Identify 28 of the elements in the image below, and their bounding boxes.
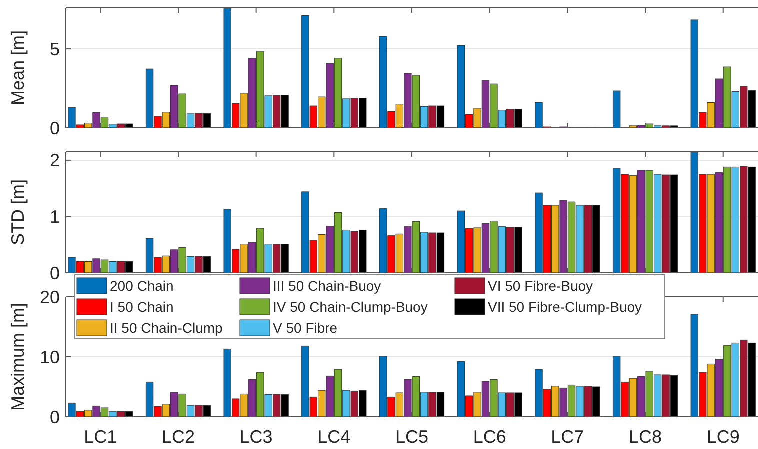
- y-tick-label: 2: [50, 150, 60, 171]
- x-tick-label: LC3: [240, 427, 273, 447]
- x-tick-label: LC6: [473, 427, 506, 447]
- x-tick-label: LC5: [395, 427, 429, 447]
- x-tick-label: LC1: [84, 427, 118, 447]
- x-tick-label: LC2: [162, 427, 195, 447]
- x-tick-label: LC4: [318, 427, 351, 447]
- y-axis-title: Maximum [m]: [8, 303, 28, 411]
- legend-label: V 50 Fibre: [273, 320, 338, 336]
- y-tick-label: 1: [50, 207, 60, 228]
- y-tick-label: 10: [40, 347, 60, 368]
- y-axis-title: STD [m]: [8, 180, 28, 246]
- y-axis-title: Mean [m]: [8, 30, 28, 106]
- x-tick-label: LC8: [629, 427, 662, 447]
- legend-label: VII 50 Fibre-Clump-Buoy: [488, 299, 642, 315]
- legend-label: IV 50 Chain-Clump-Buoy: [273, 299, 428, 315]
- x-tick-label: LC7: [551, 427, 584, 447]
- x-tick-label: LC9: [706, 427, 740, 447]
- y-tick-label: 20: [40, 287, 60, 308]
- legend-label: II 50 Chain-Clump: [110, 320, 224, 336]
- legend-label: VI 50 Fibre-Buoy: [488, 278, 594, 294]
- y-tick-label: 0: [50, 263, 60, 284]
- y-tick-label: 5: [50, 39, 60, 60]
- legend-label: 200 Chain: [110, 278, 174, 294]
- legend-label: III 50 Chain-Buoy: [273, 278, 382, 294]
- legend-label: I 50 Chain: [110, 299, 174, 315]
- y-tick-label: 0: [50, 407, 60, 428]
- y-tick-label: 0: [50, 118, 60, 138]
